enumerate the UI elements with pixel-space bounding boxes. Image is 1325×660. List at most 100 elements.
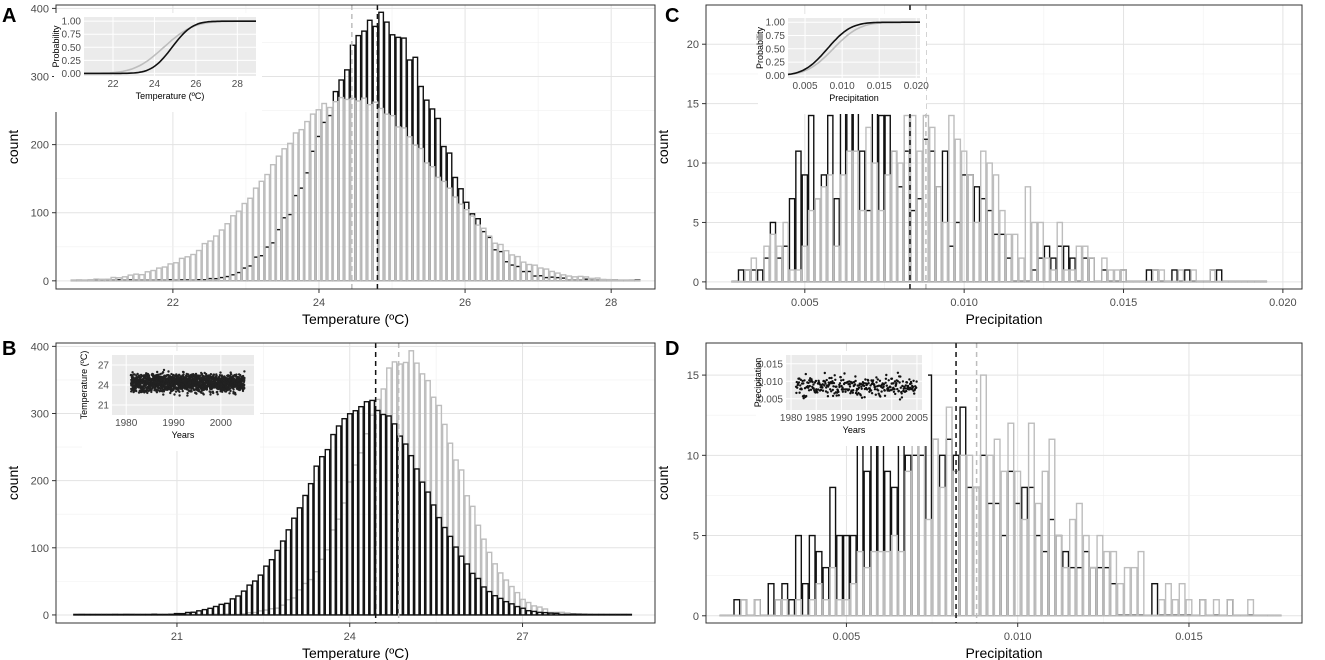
histogram-bar	[453, 546, 459, 616]
histogram-bar	[897, 550, 905, 617]
inset-x-tick-label: 24	[149, 79, 161, 90]
series-grey	[731, 114, 1268, 283]
histogram-bar	[960, 150, 968, 283]
inset-point	[237, 376, 241, 379]
histogram-bar	[372, 101, 379, 282]
inset-point	[893, 380, 897, 383]
histogram-bar	[849, 582, 857, 617]
histogram-bar	[986, 162, 993, 283]
histogram-bar	[628, 279, 635, 282]
histogram-bar	[801, 614, 809, 617]
histogram-bar	[104, 278, 111, 282]
histogram-bar	[520, 607, 526, 616]
histogram-bar	[355, 100, 362, 282]
histogram-bar	[1178, 582, 1186, 617]
inset-background	[84, 17, 256, 76]
inset-point	[862, 384, 866, 388]
histogram-bar	[973, 221, 981, 283]
histogram-bar	[425, 491, 431, 616]
inset-point	[830, 382, 834, 385]
histogram-bar	[436, 516, 443, 616]
histogram-bar	[93, 278, 100, 282]
inset-point	[242, 386, 246, 389]
inset-point	[186, 391, 189, 395]
histogram-bar	[134, 613, 141, 616]
histogram-bar	[979, 150, 987, 283]
histogram-bar	[1056, 221, 1064, 283]
histogram-bar	[827, 174, 834, 283]
histogram-bar	[503, 600, 510, 616]
histogram-bar	[106, 613, 113, 616]
histogram-bar	[993, 438, 1001, 617]
histogram-bar	[133, 273, 140, 282]
inset-point	[863, 396, 866, 399]
panel-d: D 0.005 0.010 0.015 0 5 10 15 Precipitation co…	[655, 338, 1303, 660]
inset-point	[884, 377, 888, 380]
histogram-bar	[1089, 566, 1097, 617]
inset-point	[178, 394, 181, 397]
histogram-bar	[76, 279, 83, 282]
histogram-bar	[863, 566, 871, 617]
histogram-bar	[1260, 280, 1268, 283]
histogram-bar	[1205, 614, 1214, 617]
panel-letter: C	[665, 5, 679, 27]
inset-point	[809, 388, 813, 391]
inset-point	[896, 371, 900, 374]
inset-point	[867, 379, 870, 382]
histogram-bar	[1043, 257, 1051, 283]
inset-point	[235, 373, 238, 376]
panel-letter: D	[665, 338, 679, 360]
inset-y-tick-label: 0.75	[766, 31, 786, 42]
histogram-bar	[78, 613, 85, 616]
histogram-bar	[419, 481, 426, 616]
histogram-bar	[763, 245, 770, 283]
inset-point	[797, 381, 801, 384]
histogram-bar	[967, 174, 974, 283]
histogram-bar	[904, 470, 912, 617]
histogram-bar	[1203, 280, 1210, 283]
inset-cdf-line-black	[84, 20, 256, 75]
histogram-bar	[938, 486, 946, 617]
histogram-bar	[481, 586, 487, 616]
histogram-bar	[402, 443, 409, 616]
histogram-bar	[330, 433, 336, 616]
histogram-bar	[1192, 614, 1200, 617]
histogram-bar	[70, 279, 77, 282]
histogram-bar	[870, 550, 878, 617]
histogram-bar	[341, 417, 348, 616]
inset-point	[234, 393, 237, 396]
histogram-bar	[959, 454, 967, 617]
histogram-bar	[296, 507, 303, 616]
inset-point	[241, 389, 245, 393]
inset-point	[851, 391, 854, 394]
inset-point	[832, 385, 835, 388]
histogram-bar	[945, 406, 953, 617]
histogram-bar	[84, 613, 91, 616]
x-tick-label: 27	[516, 631, 528, 643]
inset-x-tick-label: 28	[232, 79, 244, 90]
histogram-bar	[814, 197, 821, 283]
histogram-bar	[413, 468, 420, 616]
histogram-bar	[542, 611, 549, 616]
inset-point	[136, 372, 139, 376]
histogram-bar	[954, 138, 962, 283]
histogram-bar	[617, 279, 624, 282]
inset-point	[161, 371, 165, 374]
inset-point	[821, 386, 824, 389]
inset-x-tick-label: 2005	[906, 413, 929, 424]
inset-y-tick-label: 0.50	[766, 44, 786, 55]
histogram-bar	[87, 278, 94, 282]
histogram-bar	[839, 174, 847, 283]
histogram-bar	[884, 174, 891, 283]
histogram-bar	[486, 235, 493, 282]
histogram-bar	[1171, 280, 1178, 283]
histogram-bar	[865, 126, 872, 283]
inset-point	[873, 383, 876, 387]
inset-x-axis-title: Temperature (ºC)	[136, 91, 205, 101]
inset-point	[803, 379, 806, 382]
inset-point	[816, 391, 819, 394]
histogram-bar	[281, 148, 288, 282]
histogram-bar	[1267, 614, 1275, 617]
histogram-bar	[559, 613, 566, 616]
inset-x-tick-label: 1995	[855, 413, 878, 424]
